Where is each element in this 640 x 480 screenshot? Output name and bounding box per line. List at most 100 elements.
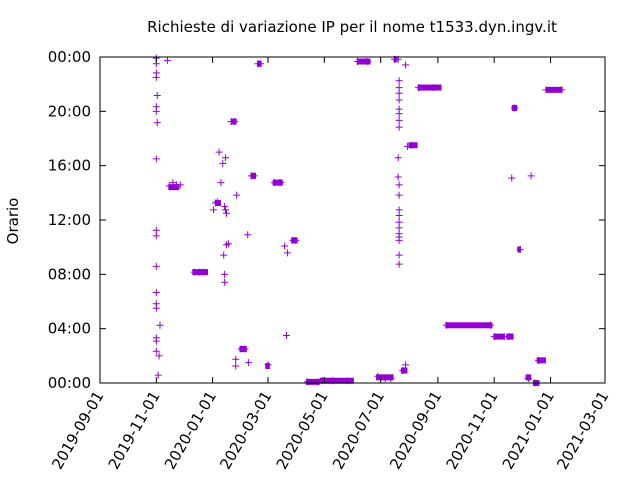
data-point [394,173,402,181]
x-tick-label: 2020-09-01 [386,388,445,473]
data-point [231,118,239,126]
x-tick-label: 2021-01-01 [499,388,558,473]
data-point [429,84,437,92]
data-point [154,371,162,379]
y-tick-label: 20:00 [48,102,91,120]
data-segment [545,86,563,93]
data-point [395,110,403,118]
data-point [152,155,160,163]
data-point [415,84,423,92]
y-tick-label: 12:00 [48,211,91,229]
data-point [165,182,173,190]
data-point [487,321,495,329]
data-point [282,331,290,339]
data-point [402,61,410,69]
data-point [304,378,312,386]
data-point [395,191,403,199]
data-point [152,107,160,115]
data-point [402,361,410,369]
data-segment [445,322,493,329]
data-point [244,231,252,239]
data-point [508,174,516,182]
data-point [395,181,403,189]
x-tick-label: 2020-03-01 [216,388,275,473]
data-point [232,355,240,363]
x-tick-label: 2020-11-01 [442,388,501,473]
data-segment [356,58,371,65]
y-axis-title: Orario [4,198,22,245]
data-point [221,202,229,210]
y-tick-label: 16:00 [48,157,91,175]
data-point [250,172,258,180]
data-point [152,262,160,270]
plot-marks [152,54,566,387]
data-point [222,154,230,162]
data-segment [319,377,354,384]
data-point [364,58,372,66]
data-point [152,232,160,240]
data-point [314,378,322,386]
data-point [220,251,228,259]
data-point [387,374,395,382]
data-point [535,356,543,364]
data-segment [493,333,505,340]
data-point [354,58,362,66]
data-point [213,198,221,206]
data-point [374,372,382,380]
data-point [224,240,232,248]
y-tick-label: 00:00 [48,48,91,66]
data-point [292,236,300,244]
data-point [176,181,184,189]
data-point [395,236,403,244]
data-point [281,242,289,250]
axis-ticks: 00:0004:0008:0012:0016:0020:0000:002019-… [48,48,613,473]
data-point [408,141,416,149]
data-point [395,123,403,131]
x-tick-label: 2021-03-01 [553,388,612,473]
data-point [152,347,160,355]
y-tick-label: 00:00 [48,374,91,392]
data-point [152,288,160,296]
data-point [232,362,240,370]
data-point [219,159,227,167]
data-point [245,359,253,367]
data-point [395,96,403,104]
data-point [395,116,403,124]
data-point [505,333,513,341]
data-point [395,251,403,259]
data-point [490,333,498,341]
data-point [163,56,171,64]
data-point [399,367,407,375]
data-point [542,86,550,94]
data-segment [417,84,442,91]
data-point [524,374,532,382]
data-point [217,179,225,187]
data-point [442,321,450,329]
data-point [264,361,272,369]
x-tick-label: 2020-05-01 [273,388,332,473]
data-point [395,211,403,219]
data-point [257,60,265,68]
data-point [210,206,218,214]
data-point [169,179,177,187]
data-point [511,104,519,112]
data-point [215,148,223,156]
data-point [222,241,230,249]
data-point [153,91,161,99]
data-point [155,352,163,360]
x-tick-label: 2020-07-01 [329,388,388,473]
x-tick-label: 2020-01-01 [161,388,220,473]
data-point [395,77,403,85]
data-point [233,191,241,199]
data-point [156,321,164,329]
data-point [152,337,160,345]
data-point [283,249,291,257]
data-point [394,154,402,162]
data-point [395,260,403,268]
x-tick-label: 2019-09-01 [48,388,107,473]
data-point [516,245,524,253]
data-point [152,73,160,81]
data-point [558,86,566,94]
data-point [222,206,230,214]
